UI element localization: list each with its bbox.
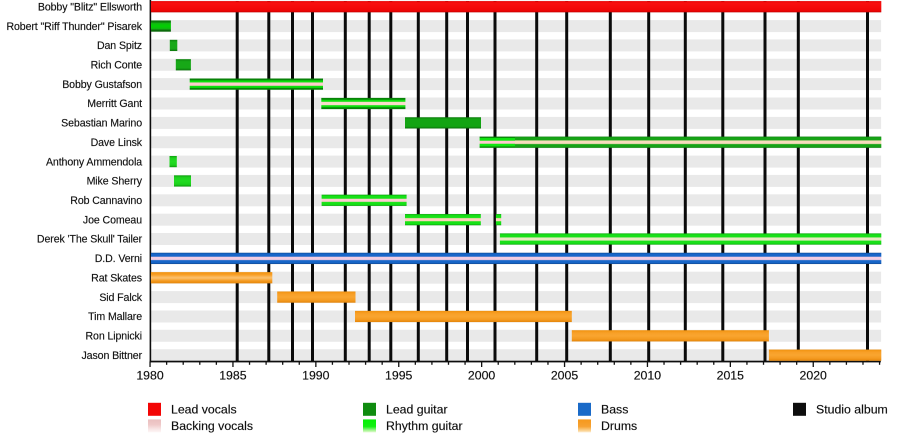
svg-text:Rat Skates: Rat Skates: [91, 272, 142, 284]
svg-text:Rob Cannavino: Rob Cannavino: [70, 195, 142, 207]
svg-text:Derek 'The Skull' Tailer: Derek 'The Skull' Tailer: [37, 234, 143, 246]
svg-text:D.D. Verni: D.D. Verni: [95, 253, 142, 265]
svg-text:Mike Sherry: Mike Sherry: [87, 176, 143, 188]
svg-text:2020: 2020: [800, 369, 828, 383]
svg-text:Dan Spitz: Dan Spitz: [97, 40, 142, 52]
svg-text:1980: 1980: [136, 369, 164, 383]
svg-text:Rhythm guitar: Rhythm guitar: [386, 419, 463, 433]
svg-text:1995: 1995: [385, 369, 413, 383]
svg-text:2015: 2015: [717, 369, 745, 383]
svg-text:Joe Comeau: Joe Comeau: [83, 214, 142, 226]
svg-text:Dave Linsk: Dave Linsk: [91, 137, 143, 149]
svg-text:Bass: Bass: [601, 402, 628, 416]
svg-text:2000: 2000: [468, 369, 496, 383]
svg-text:Drums: Drums: [601, 419, 637, 433]
svg-text:Sebastian Marino: Sebastian Marino: [61, 118, 142, 130]
svg-text:1990: 1990: [302, 369, 330, 383]
svg-text:Ron Lipnicki: Ron Lipnicki: [85, 331, 142, 343]
svg-text:Anthony Ammendola: Anthony Ammendola: [46, 156, 142, 168]
svg-text:Jason Bittner: Jason Bittner: [81, 350, 142, 362]
svg-text:Lead vocals: Lead vocals: [171, 402, 237, 416]
svg-text:1985: 1985: [219, 369, 247, 383]
svg-text:2010: 2010: [634, 369, 662, 383]
svg-text:Lead guitar: Lead guitar: [386, 402, 448, 416]
svg-text:Sid Falck: Sid Falck: [99, 292, 142, 304]
svg-text:Merritt Gant: Merritt Gant: [87, 98, 142, 110]
svg-text:Rich Conte: Rich Conte: [91, 60, 143, 72]
svg-text:2005: 2005: [551, 369, 579, 383]
svg-text:Bobby Gustafson: Bobby Gustafson: [62, 79, 142, 91]
svg-text:Tim Mallare: Tim Mallare: [88, 311, 142, 323]
svg-text:Robert "Riff Thunder" Pisarek: Robert "Riff Thunder" Pisarek: [6, 21, 142, 33]
svg-text:Studio album: Studio album: [816, 402, 888, 416]
svg-text:Backing vocals: Backing vocals: [171, 419, 253, 433]
svg-text:Bobby "Blitz" Ellsworth: Bobby "Blitz" Ellsworth: [38, 1, 142, 13]
